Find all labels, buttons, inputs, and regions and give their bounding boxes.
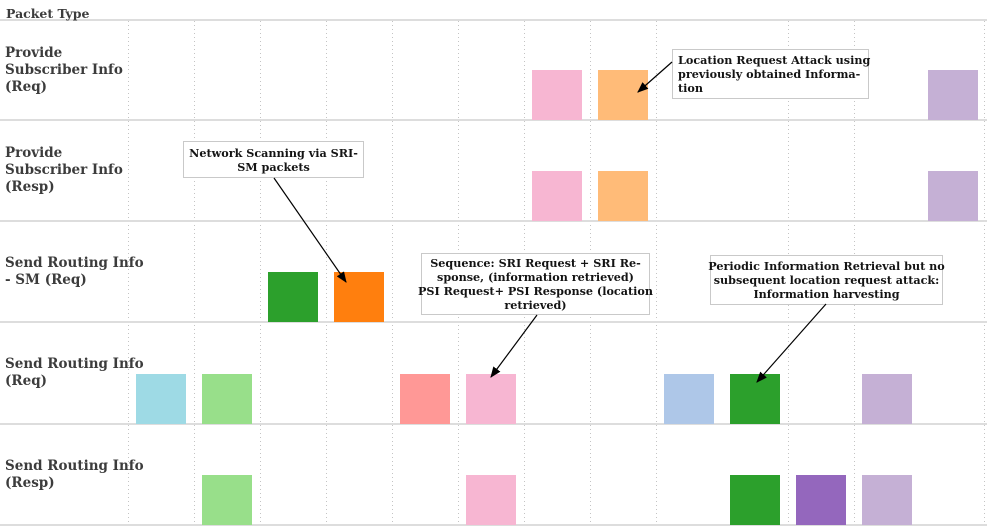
annotation-line: subsequent location request attack: (713, 273, 940, 287)
row-label-line: Subscriber Info (5, 61, 123, 78)
event-block-row3-slot0 (136, 374, 186, 424)
row-label-line: (Req) (5, 78, 48, 95)
event-block-row2-slot2 (268, 272, 318, 322)
row-label-2: Send Routing Info - SM (Req) (5, 221, 144, 322)
gridline (260, 21, 261, 527)
periodic-retrieval-arrow (756, 303, 827, 383)
row-label-line: - SM (Req) (5, 271, 87, 288)
periodic-retrieval-annotation: Periodic Information Retrieval but no sub… (708, 255, 945, 305)
event-block-row3-slot11 (862, 374, 912, 424)
gridline (194, 21, 195, 527)
header-line (0, 19, 987, 21)
annotation-line: Information harvesting (753, 287, 900, 301)
annotation-line: Sequence: SRI Request + SRI Re- (430, 256, 641, 270)
annotation-line: PSI Request+ PSI Response (location (418, 284, 653, 298)
annotation-line: sponse, (information retrieved) (437, 270, 634, 284)
annotation-line: tion (678, 81, 704, 95)
row-label-line: (Req) (5, 373, 48, 389)
event-block-row1-slot7 (598, 171, 648, 221)
annotation-line: Network Scanning via SRI- (189, 145, 358, 160)
row-label-line: Send Routing Info (5, 356, 144, 372)
row-label-4: Send Routing Info (Resp) (5, 424, 144, 525)
event-block-row3-slot9 (730, 374, 780, 424)
row-label-0: Provide Subscriber Info (Req) (5, 20, 129, 120)
row-label-line: Send Routing Info (5, 457, 144, 474)
event-block-row0-slot12 (928, 70, 978, 120)
location-request-attack-annotation: Location Request Attack using previously … (672, 49, 871, 99)
gridline (656, 21, 657, 527)
row-label-line: (Resp) (5, 179, 55, 195)
annotation-line: SM packets (237, 159, 310, 174)
annotation-line: previously obtained Informa- (678, 67, 861, 81)
row-label-line: Provide (5, 44, 63, 61)
gridline (392, 21, 393, 527)
annotation-line: Periodic Information Retrieval but no (708, 259, 945, 273)
row-separator (0, 524, 987, 526)
row-label-line: Send Routing Info (5, 254, 144, 271)
row-label-3: Send Routing Info (Req) (5, 322, 144, 424)
gridline (326, 21, 327, 527)
event-block-row4-slot1 (202, 475, 252, 525)
event-block-row4-slot11 (862, 475, 912, 525)
annotation-line: retrieved) (504, 298, 567, 312)
event-block-row3-slot1 (202, 374, 252, 424)
chart-title: Packet Type (6, 6, 90, 21)
row-label-line: Provide (5, 145, 63, 161)
event-block-row1-slot6 (532, 171, 582, 221)
row-label-line: Subscriber Info (5, 162, 123, 178)
sri-psi-sequence-arrow (490, 314, 538, 378)
event-block-row3-slot4 (400, 374, 450, 424)
event-block-row4-slot9 (730, 475, 780, 525)
event-block-row0-slot7 (598, 70, 648, 120)
row-separator (0, 220, 987, 222)
row-separator (0, 321, 987, 323)
event-block-row3-slot5 (466, 374, 516, 424)
row-label-1: Provide Subscriber Info (Resp) (5, 120, 129, 221)
annotation-line: Location Request Attack using (678, 53, 871, 67)
gridline (984, 21, 985, 527)
row-separator (0, 423, 987, 425)
event-block-row4-slot10 (796, 475, 846, 525)
network-scanning-arrow (273, 177, 347, 283)
event-block-row0-slot6 (532, 70, 582, 120)
event-block-row3-slot8 (664, 374, 714, 424)
row-separator (0, 119, 987, 121)
event-block-row2-slot3 (334, 272, 384, 322)
row-label-line: (Resp) (5, 474, 55, 491)
sri-psi-sequence-annotation: Sequence: SRI Request + SRI Re-sponse, (… (418, 253, 653, 315)
event-block-row4-slot5 (466, 475, 516, 525)
event-block-row1-slot12 (928, 171, 978, 221)
gridline (128, 21, 129, 527)
network-scanning-annotation: Network Scanning via SRI- SM packets (183, 141, 364, 178)
